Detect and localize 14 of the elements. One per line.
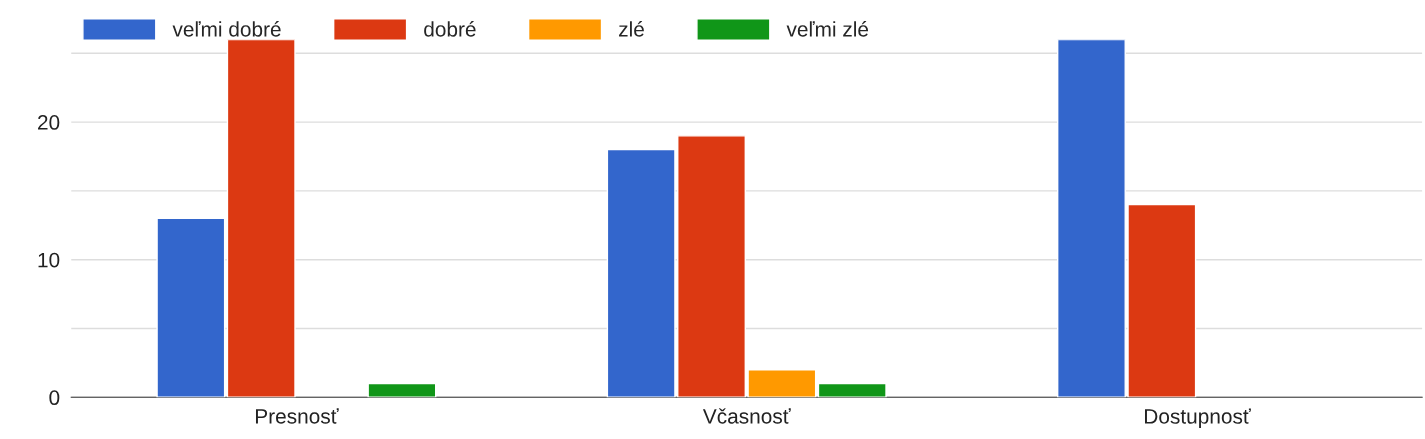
y-tick-label: 0 xyxy=(49,390,60,406)
x-tick-label: Včasnosť xyxy=(702,408,791,424)
legend-label: zlé xyxy=(619,21,644,37)
y-tick-label: 20 xyxy=(38,115,60,130)
legend-label: veľmi dobré xyxy=(172,21,281,37)
bar xyxy=(226,39,296,398)
bar xyxy=(156,217,226,398)
legend-label: veľmi zlé xyxy=(786,21,869,37)
x-tick-label: Dostupnosť xyxy=(1145,408,1251,428)
bar xyxy=(367,382,437,398)
x-tick-label: Presnosť xyxy=(255,408,339,424)
bar xyxy=(817,382,887,398)
y-tick-label: 10 xyxy=(38,252,60,268)
legend-label: dobré xyxy=(424,21,476,37)
